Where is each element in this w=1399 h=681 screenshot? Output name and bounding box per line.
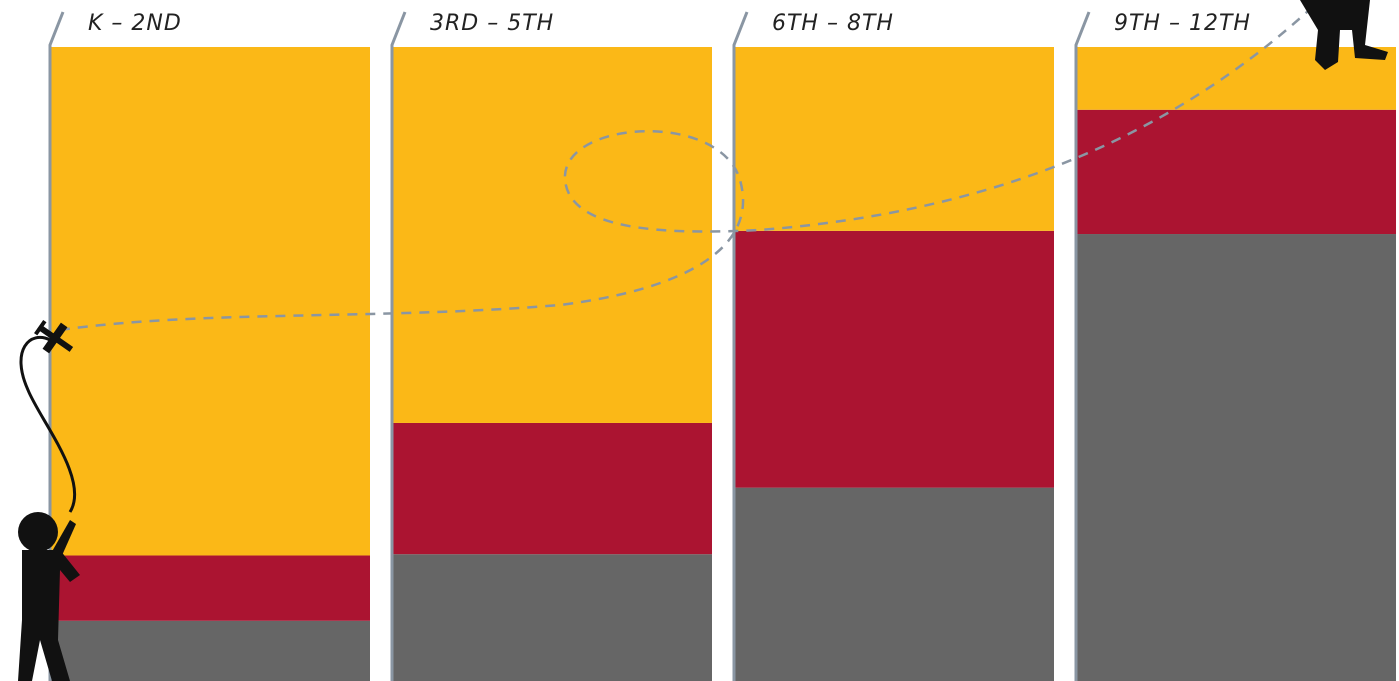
category-label: 3RD – 5TH xyxy=(430,11,554,36)
column-edge xyxy=(1074,11,1091,681)
bar-segment xyxy=(1076,234,1396,681)
bar-segment xyxy=(392,554,712,681)
column-edge xyxy=(390,11,407,681)
bar-segment xyxy=(50,620,370,681)
child-silhouette xyxy=(18,336,80,681)
bar-segment xyxy=(734,47,1054,231)
bar-segment xyxy=(734,230,1054,488)
flight-path xyxy=(59,0,1321,332)
frame: K – 2ND 3RD – 5TH 6TH – 8TH 9TH – 12TH xyxy=(48,11,1251,681)
bar-segment xyxy=(392,47,712,423)
category-label: 6TH – 8TH xyxy=(772,11,894,36)
bar-segment xyxy=(1076,47,1396,110)
category-label: 9TH – 12TH xyxy=(1114,11,1251,36)
column-edge xyxy=(732,11,749,681)
adult-silhouette xyxy=(1300,0,1388,70)
plane-icon xyxy=(34,319,74,354)
bar-segment xyxy=(392,422,712,555)
bars xyxy=(50,47,1396,681)
bar-segment xyxy=(734,487,1054,681)
bar-segment xyxy=(1076,109,1396,235)
column-edge xyxy=(48,11,65,681)
category-label: K – 2ND xyxy=(88,11,182,36)
bar-segment xyxy=(50,47,370,556)
bar-segment xyxy=(50,555,370,621)
